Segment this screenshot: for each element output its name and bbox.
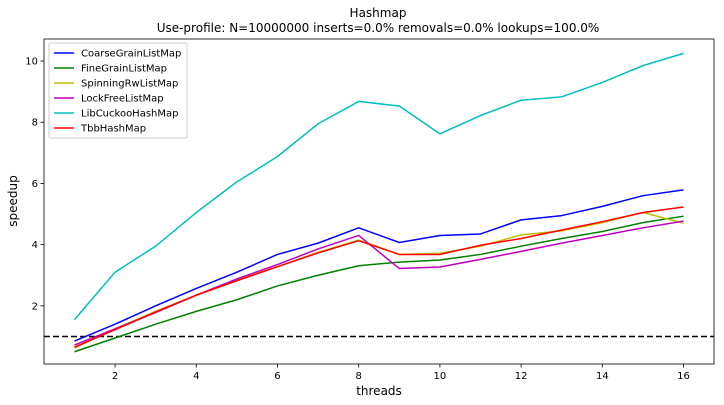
series-line-finegrainlistmap xyxy=(74,215,684,353)
legend-label-libcuckoohashmap: LibCuckooHashMap xyxy=(81,109,179,120)
x-tick-label: 2 xyxy=(112,371,118,382)
legend-label-finegrainlistmap: FineGrainListMap xyxy=(81,64,167,75)
legend-label-spinningrwlistmap: SpinningRwListMap xyxy=(81,79,178,90)
chart-title: Hashmap xyxy=(350,6,407,20)
y-tick-label: 4 xyxy=(32,240,38,251)
chart-subtitle: Use-profile: N=10000000 inserts=0.0% rem… xyxy=(157,21,600,35)
x-tick-label: 16 xyxy=(677,371,690,382)
series-line-libcuckoohashmap xyxy=(73,52,684,321)
y-tick-label: 6 xyxy=(32,179,38,190)
x-tick-label: 8 xyxy=(356,371,362,382)
y-tick-label: 8 xyxy=(32,118,38,129)
series-line-tbbhashmap xyxy=(74,206,684,348)
legend: CoarseGrainListMap FineGrainListMap Spinni… xyxy=(48,42,188,139)
x-tick-label: 14 xyxy=(596,371,609,382)
x-tick-label: 12 xyxy=(515,371,528,382)
legend-label-lockfreelistmap: LockFreeListMap xyxy=(81,94,164,105)
x-tick-label: 6 xyxy=(274,371,280,382)
x-tick-label: 4 xyxy=(193,371,199,382)
series-line-lockfreelistmap xyxy=(74,220,684,346)
x-tick-label: 10 xyxy=(434,371,447,382)
y-tick-label: 10 xyxy=(25,57,38,68)
y-axis-label: speedup xyxy=(6,175,20,226)
legend-label-coarsegrainlistmap: CoarseGrainListMap xyxy=(81,49,181,60)
plot-frame xyxy=(43,38,715,365)
axis-ticks: 2 4 6 8 10 12 14 16 2 4 6 8 10 xyxy=(25,57,690,382)
legend-label-tbbhashmap: TbbHashMap xyxy=(80,124,146,135)
y-tick-label: 2 xyxy=(32,301,38,312)
legend-box xyxy=(48,42,188,139)
x-axis-label: threads xyxy=(356,384,402,398)
plot-area xyxy=(44,52,714,353)
series-line-coarsegrainlistmap xyxy=(74,189,684,342)
